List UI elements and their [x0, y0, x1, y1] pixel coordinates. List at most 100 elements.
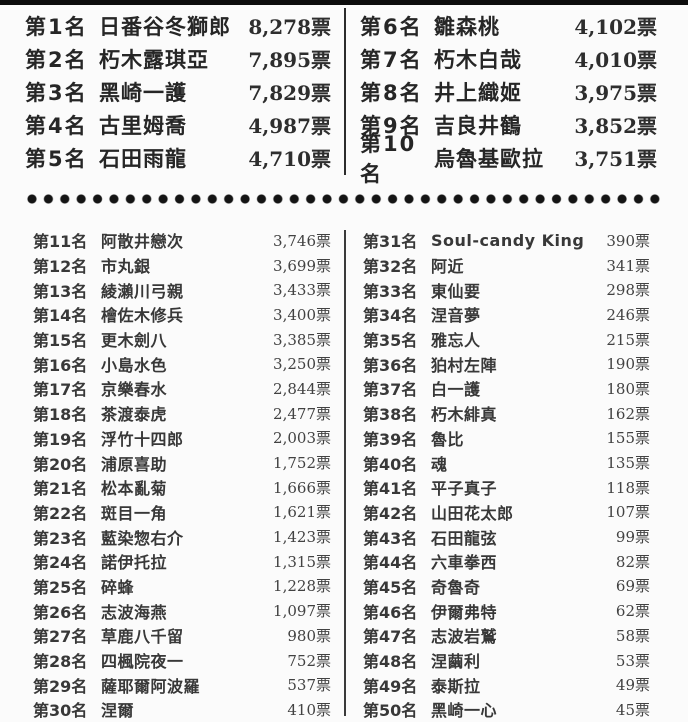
- vote-count: 135票: [606, 454, 650, 473]
- rank-label: 第15名: [33, 331, 88, 351]
- ranking-row: 第46名 伊爾弗特 62票: [363, 598, 650, 623]
- rank-label: 第22名: [33, 503, 88, 523]
- vote-count: 1,423票: [273, 528, 331, 547]
- rank-label: 第42名: [363, 503, 418, 523]
- rank-label: 第3名: [25, 80, 88, 105]
- ranking-row: 第5名 石田雨龍 4,710票: [25, 141, 331, 174]
- vote-count: 4,010票: [574, 48, 657, 72]
- ranking-row: 第13名 綾瀨川弓親 3,433票: [33, 277, 331, 302]
- rank-label: 第40名: [363, 454, 418, 474]
- rank-label: 第24名: [33, 553, 88, 573]
- vote-count: 1,752票: [273, 454, 331, 473]
- rank-label: 第8名: [360, 80, 423, 105]
- vote-count: 2,003票: [273, 429, 331, 448]
- ranking-row: 第10名 烏魯基歐拉 3,751票: [360, 132, 657, 186]
- vote-count: 155票: [606, 429, 650, 448]
- vote-count: 246票: [606, 305, 650, 324]
- ranking-row: 第38名 朽木緋真 162票: [363, 401, 650, 426]
- rank-label: 第19名: [33, 429, 88, 449]
- ranking-row: 第28名 四楓院夜一 752票: [33, 648, 331, 673]
- rank-label: 第35名: [363, 331, 418, 351]
- rank-label: 第44名: [363, 553, 418, 573]
- ranking-row: 第12名 市丸銀 3,699票: [33, 253, 331, 278]
- character-name: 黑崎一護: [99, 80, 187, 105]
- vote-count: 3,400票: [273, 305, 331, 324]
- rank-label: 第27名: [33, 627, 88, 647]
- character-name: 黑崎一心: [431, 701, 498, 721]
- character-name: 市丸銀: [101, 257, 151, 277]
- rank-label: 第30名: [33, 701, 88, 721]
- character-name: 石田雨龍: [99, 146, 187, 171]
- character-name: 涅繭利: [431, 652, 481, 672]
- top-ranking-column-left: 第1名 日番谷冬獅郎 8,278票 第2名 朽木露琪亞 7,895票 第3名 黑崎一護 7,82…: [0, 9, 345, 174]
- ranking-row: 第9名 吉良井鶴 3,852票: [360, 108, 657, 141]
- ranking-row: 第43名 石田龍弦 99票: [363, 524, 650, 549]
- character-name: 朽木白哉: [434, 47, 522, 72]
- ranking-row: 第18名 茶渡泰虎 2,477票: [33, 401, 331, 426]
- rank-label: 第4名: [25, 113, 88, 138]
- character-name: 京樂春水: [101, 380, 168, 400]
- character-name: 浮竹十四郎: [101, 429, 184, 449]
- character-name: 朽木緋真: [431, 405, 498, 425]
- rank-label: 第1名: [25, 14, 88, 39]
- character-name: 烏魯基歐拉: [434, 146, 544, 171]
- vote-count: 99票: [615, 528, 650, 547]
- ranking-row: 第11名 阿散井戀次 3,746票: [33, 228, 331, 253]
- rank-label: 第46名: [363, 602, 418, 622]
- top-ten-ranking-section: 第1名 日番谷冬獅郎 8,278票 第2名 朽木露琪亞 7,895票 第3名 黑崎一護 7,82…: [0, 5, 688, 186]
- vote-count: 2,844票: [273, 379, 331, 398]
- ranking-row: 第45名 奇魯奇 69票: [363, 574, 650, 599]
- vote-count: 410票: [287, 700, 331, 719]
- rank-label: 第28名: [33, 652, 88, 672]
- character-name: 檜佐木修兵: [101, 306, 184, 326]
- character-name: 小島水色: [101, 355, 168, 375]
- vote-count: 162票: [606, 404, 650, 423]
- ranking-row: 第34名 涅音夢 246票: [363, 302, 650, 327]
- ranking-row: 第20名 浦原喜助 1,752票: [33, 450, 331, 475]
- ranking-row: 第47名 志波岩鷲 58票: [363, 623, 650, 648]
- vote-count: 62票: [615, 602, 650, 621]
- ranking-row: 第32名 阿近 341票: [363, 253, 650, 278]
- ranking-row: 第3名 黑崎一護 7,829票: [25, 75, 331, 108]
- vote-count: 341票: [606, 256, 650, 275]
- top-ranking-column-right: 第6名 雛森桃 4,102票 第7名 朽木白哉 4,010票 第8名 井上織姬 3,975票 第9…: [345, 9, 688, 186]
- character-name: 石田龍弦: [431, 528, 498, 548]
- ranking-row: 第44名 六車拳西 82票: [363, 549, 650, 574]
- vote-count: 215票: [606, 330, 650, 349]
- rank-label: 第47名: [363, 627, 418, 647]
- rank-label: 第29名: [33, 676, 88, 696]
- vote-count: 1,315票: [273, 552, 331, 571]
- rank-label: 第38名: [363, 405, 418, 425]
- bottom-ranking-column-right: 第31名 Soul-candy King 390票 第32名 阿近 341票 第33名 東仙要…: [345, 228, 688, 722]
- rank-label: 第48名: [363, 652, 418, 672]
- rank-label: 第7名: [360, 47, 423, 72]
- ranking-row: 第29名 薩耶爾阿波羅 537票: [33, 672, 331, 697]
- ranking-row: 第37名 白一護 180票: [363, 376, 650, 401]
- top-section-column-divider: [344, 8, 346, 175]
- ranking-row: 第6名 雛森桃 4,102票: [360, 9, 657, 42]
- rank-label: 第34名: [363, 306, 418, 326]
- ranking-row: 第4名 古里姆喬 4,987票: [25, 108, 331, 141]
- vote-count: 752票: [287, 651, 331, 670]
- character-name: 東仙要: [431, 281, 481, 301]
- vote-count: 53票: [615, 651, 650, 670]
- dotted-separator: [26, 193, 666, 205]
- rank-label: 第9名: [360, 113, 423, 138]
- rank-label: 第18名: [33, 405, 88, 425]
- ranking-row: 第16名 小島水色 3,250票: [33, 351, 331, 376]
- ranking-row: 第27名 草鹿八千留 980票: [33, 623, 331, 648]
- character-name: 奇魯奇: [431, 577, 481, 597]
- character-name: 山田花太郎: [431, 503, 514, 523]
- character-name: 更木劍八: [101, 331, 168, 351]
- vote-count: 4,710票: [248, 147, 331, 171]
- ranking-row: 第50名 黑崎一心 45票: [363, 697, 650, 722]
- character-name: 泰斯拉: [431, 676, 481, 696]
- ranking-row: 第24名 諾伊托拉 1,315票: [33, 549, 331, 574]
- rank-label: 第2名: [25, 47, 88, 72]
- rank-label: 第13名: [33, 281, 88, 301]
- vote-count: 118票: [606, 478, 650, 497]
- ranking-row: 第33名 東仙要 298票: [363, 277, 650, 302]
- rank-label: 第12名: [33, 257, 88, 277]
- ranking-row: 第14名 檜佐木修兵 3,400票: [33, 302, 331, 327]
- rank-label: 第32名: [363, 257, 418, 277]
